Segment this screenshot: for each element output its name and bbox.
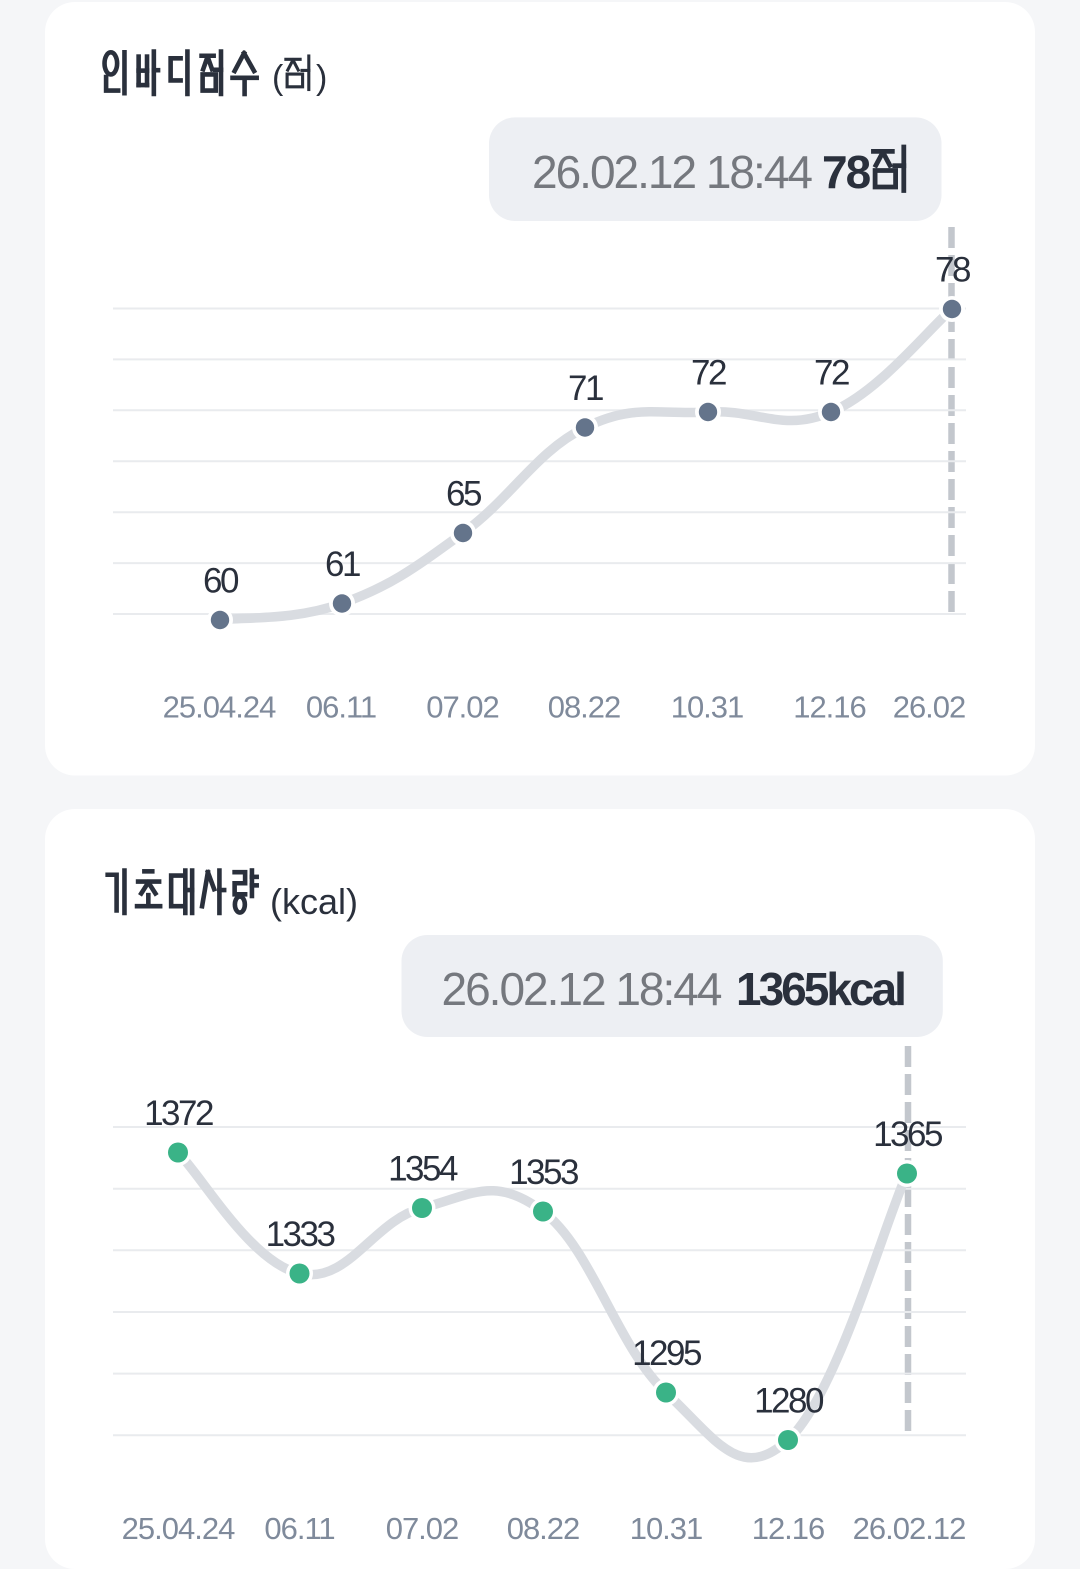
svg-text:10.31: 10.31: [630, 1511, 703, 1546]
svg-text:12.16: 12.16: [752, 1511, 825, 1546]
svg-text:12.16: 12.16: [793, 690, 866, 725]
svg-text:60: 60: [203, 562, 239, 601]
svg-text:08.22: 08.22: [548, 690, 621, 725]
svg-text:1372: 1372: [144, 1094, 213, 1133]
svg-text:): ): [316, 59, 327, 97]
svg-text:1354: 1354: [388, 1150, 458, 1189]
svg-text:08.22: 08.22: [507, 1511, 580, 1546]
svg-text:72: 72: [691, 354, 726, 393]
svg-text:78: 78: [822, 146, 871, 198]
svg-text:1353: 1353: [509, 1153, 578, 1192]
svg-text:1295: 1295: [632, 1334, 701, 1373]
svg-text:1280: 1280: [754, 1382, 824, 1421]
svg-text:61: 61: [325, 545, 360, 584]
svg-text:26.02.12 18:44: 26.02.12 18:44: [532, 146, 812, 198]
svg-text:(kcal): (kcal): [270, 881, 358, 922]
svg-text:06.11: 06.11: [264, 1511, 334, 1546]
svg-text:07.02: 07.02: [386, 1511, 459, 1546]
svg-text:65: 65: [446, 475, 481, 514]
svg-text:06.11: 06.11: [306, 690, 376, 725]
svg-text:07.02: 07.02: [426, 690, 499, 725]
svg-text:1333: 1333: [266, 1215, 335, 1254]
svg-text:78: 78: [935, 251, 970, 290]
svg-text:26.02.12: 26.02.12: [853, 1511, 966, 1546]
svg-text:25.04.24: 25.04.24: [163, 690, 276, 725]
svg-text:(: (: [272, 59, 284, 97]
svg-text:26.02: 26.02: [893, 690, 966, 725]
svg-text:25.04.24: 25.04.24: [122, 1511, 235, 1546]
svg-text:26.02.12 18:44: 26.02.12 18:44: [442, 963, 722, 1015]
svg-text:1365kcal: 1365kcal: [736, 963, 904, 1015]
svg-text:72: 72: [814, 354, 849, 393]
svg-text:10.31: 10.31: [671, 690, 744, 725]
svg-text:71: 71: [568, 369, 603, 408]
svg-text:1365: 1365: [873, 1115, 942, 1154]
